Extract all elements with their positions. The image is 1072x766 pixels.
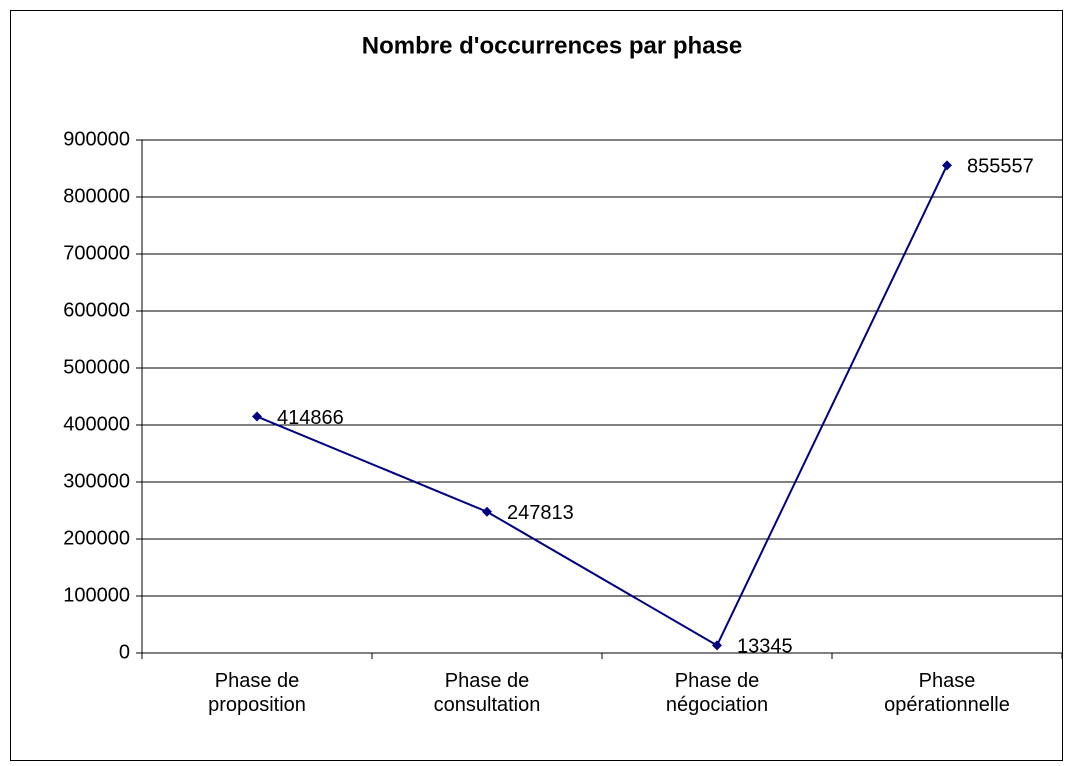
marker bbox=[942, 160, 952, 171]
x-tick-label: Phase opérationnelle bbox=[884, 670, 1010, 716]
chart-title: Nombre d'occurrences par phase bbox=[362, 32, 743, 59]
marker bbox=[712, 640, 722, 651]
y-tick-label: 900000 bbox=[63, 128, 130, 150]
y-tick-label: 500000 bbox=[63, 356, 130, 378]
y-tick-label: 700000 bbox=[63, 242, 130, 264]
y-tick-label: 600000 bbox=[63, 299, 130, 321]
chart-border bbox=[10, 10, 1063, 761]
marker bbox=[252, 411, 262, 422]
data-label: 855557 bbox=[967, 156, 1034, 178]
marker bbox=[482, 506, 492, 517]
y-tick-label: 800000 bbox=[63, 185, 130, 207]
y-tick-label: 200000 bbox=[63, 527, 130, 549]
y-tick-label: 400000 bbox=[63, 413, 130, 435]
line-series bbox=[256, 164, 948, 647]
x-tick-label: Phase de consultation bbox=[433, 670, 541, 716]
data-label: 414866 bbox=[277, 407, 344, 429]
x-tick-label: Phase de proposition bbox=[208, 670, 306, 716]
data-label: 247813 bbox=[507, 502, 574, 524]
y-tick-label: 100000 bbox=[63, 584, 130, 606]
y-tick-label: 0 bbox=[119, 641, 130, 663]
x-tick-label: Phase de négociation bbox=[665, 670, 769, 716]
data-label: 13345 bbox=[737, 636, 793, 658]
y-tick-label: 300000 bbox=[63, 470, 130, 492]
